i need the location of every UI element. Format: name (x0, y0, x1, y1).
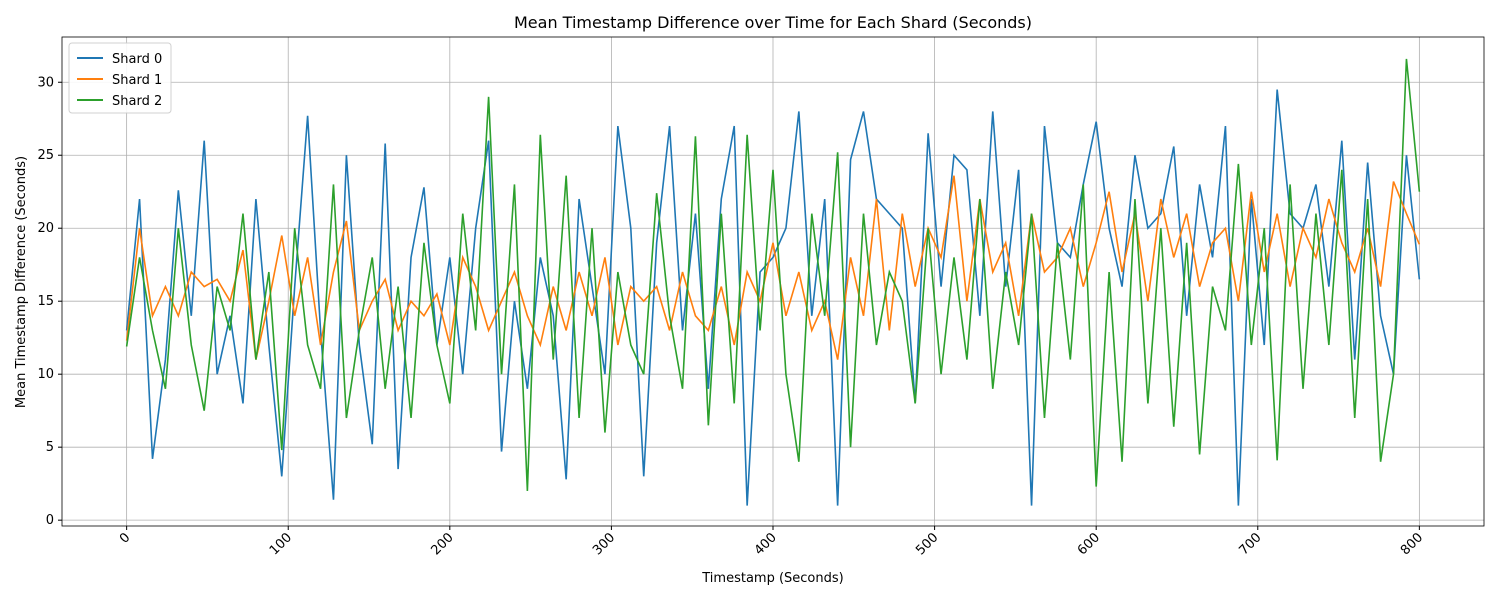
plot-frame (61, 36, 1485, 527)
y-tick-label: 20 (37, 221, 54, 236)
series-line (125, 89, 1421, 506)
legend-label: Shard 2 (112, 94, 162, 109)
x-tick-label: 300 (590, 530, 618, 558)
y-axis-label: Mean Timestamp Difference (Seconds) (14, 156, 29, 408)
x-axis-label: Timestamp (Seconds) (701, 571, 843, 586)
x-tick-label: 200 (428, 530, 456, 558)
legend: Shard 0 Shard 1 Shard 2 (68, 42, 172, 114)
y-tick-label: 10 (37, 367, 54, 382)
x-tick-label: 600 (1075, 530, 1103, 558)
x-tick-label: 500 (913, 530, 941, 558)
x-tick-label: 700 (1236, 530, 1264, 558)
series-line (125, 58, 1421, 492)
legend-box (68, 42, 172, 114)
y-tick-label: 5 (46, 440, 54, 455)
x-tick-label: 0 (117, 530, 133, 546)
y-tick-label: 25 (37, 148, 54, 163)
legend-label: Shard 0 (112, 52, 162, 67)
series-line (125, 175, 1421, 360)
x-tick-label: 400 (752, 530, 780, 558)
legend-label: Shard 1 (112, 73, 162, 88)
y-tick-label: 30 (37, 75, 54, 90)
x-tick-label: 100 (267, 530, 295, 558)
chart-title: Mean Timestamp Difference over Time for … (514, 13, 1032, 32)
y-tick-label: 15 (37, 294, 54, 309)
y-tick-label: 0 (46, 513, 54, 528)
x-tick-label: 800 (1398, 530, 1426, 558)
